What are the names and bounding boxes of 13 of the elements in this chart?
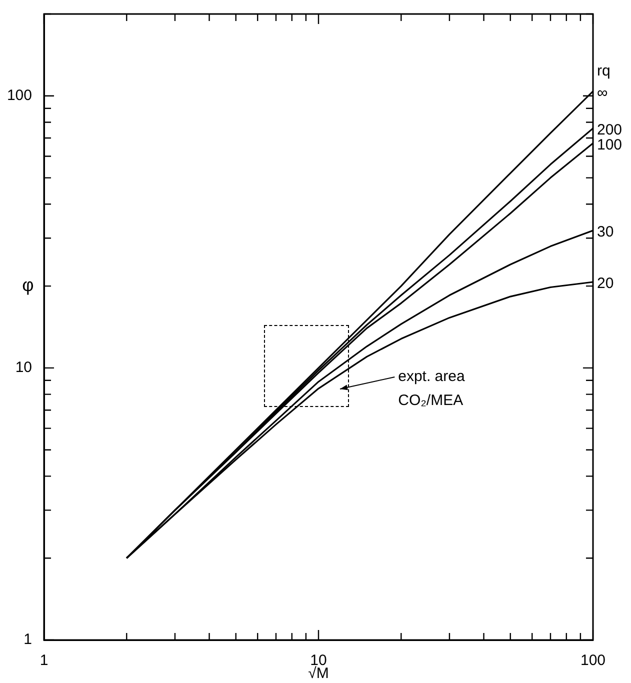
legend-label: ∞ [597,84,608,102]
annotation: expt. area CO₂/MEA [398,368,466,410]
legend-label: 30 [597,224,614,241]
legend-label: 20 [597,275,614,292]
y-tick-label: 100 [6,87,32,104]
y-tick-label: 1 [24,631,32,648]
x-tick-label: 1 [40,652,48,670]
y-axis-title: φ [22,275,34,296]
x-tick-label: 100 [580,652,606,670]
series-label: 100 [597,136,622,154]
legend-title: rq [597,62,610,80]
legend-label: 200 [597,121,622,138]
y-tick-label: 10 [15,359,32,376]
